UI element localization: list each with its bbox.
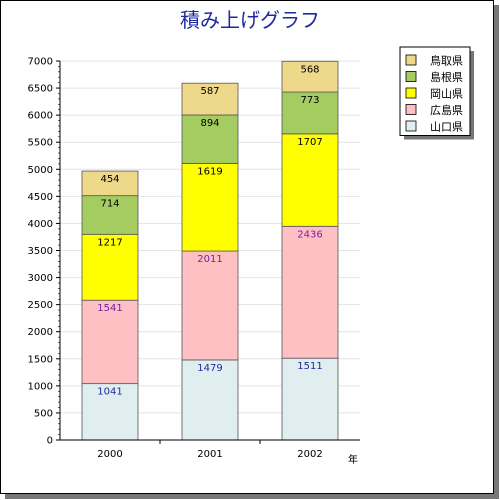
y-tick-label: 3000 (28, 273, 53, 284)
bar-segment (81, 299, 139, 385)
data-label: 1217 (97, 237, 122, 248)
bar-segment (181, 114, 239, 164)
bar-segment (181, 250, 239, 361)
y-tick-label: 4500 (28, 192, 53, 203)
bar-segment (281, 91, 339, 135)
data-label: 568 (300, 64, 319, 75)
data-label: 587 (200, 86, 219, 97)
x-axis-title: 年 (348, 453, 358, 466)
data-label: 1041 (97, 387, 122, 398)
x-tick-label: 2002 (297, 449, 322, 460)
bar-segment (81, 195, 139, 235)
data-label: 1619 (197, 166, 222, 177)
y-tick-label: 6000 (28, 111, 53, 122)
data-label: 1511 (297, 361, 322, 372)
chart-title: 積み上げグラフ (180, 8, 320, 32)
y-tick-label: 5500 (28, 138, 53, 149)
y-tick-label: 1000 (28, 381, 53, 392)
data-label: 454 (100, 174, 119, 185)
y-tick-label: 1500 (28, 354, 53, 365)
x-tick-label: 2001 (197, 449, 222, 460)
data-label: 1707 (297, 137, 322, 148)
y-tick-label: 7000 (28, 57, 53, 68)
data-label: 894 (200, 118, 219, 129)
legend-label: 岡山県 (430, 88, 463, 101)
bar-segment (181, 82, 239, 116)
y-tick-label: 2500 (28, 300, 53, 311)
bars: 1041 1541 1217 714 454 1479 2011 1619 894 587 1511… (81, 60, 339, 441)
data-label: 2436 (297, 229, 322, 240)
y-tick-label: 6500 (28, 84, 53, 95)
legend-swatch (405, 87, 417, 99)
legend-label: 山口県 (430, 121, 463, 134)
legend-swatch (405, 120, 417, 132)
data-label: 2011 (197, 254, 222, 265)
legend-label: 広島県 (430, 103, 463, 117)
axes: 0 500 1000 1500 2000 2500 3000 3500 4000 4500 5000… (28, 57, 360, 460)
bar-segment (281, 225, 339, 359)
y-tick-label: 0 (47, 436, 53, 447)
bar-segment (81, 170, 139, 197)
x-tick-label: 2000 (97, 449, 122, 460)
data-label: 1479 (197, 363, 222, 374)
y-tick-label: 5000 (28, 165, 53, 176)
bar-segment (81, 233, 139, 301)
y-tick-label: 4000 (28, 219, 53, 230)
legend-swatch (405, 104, 417, 115)
y-tick-label: 2000 (28, 327, 53, 338)
legend-label: 鳥取県 (430, 54, 463, 68)
y-tick-label: 500 (34, 408, 53, 419)
bar-segment (81, 383, 139, 441)
legend-label: 島根県 (430, 70, 463, 84)
y-tick-label: 3500 (28, 246, 53, 257)
bar-segment (181, 359, 239, 441)
legend-swatch (405, 71, 417, 82)
data-label: 1541 (97, 303, 122, 314)
data-label: 773 (300, 95, 319, 106)
bar-segment (281, 357, 339, 441)
bar-segment (281, 60, 339, 93)
bar-segment (281, 133, 339, 227)
legend-swatch (405, 54, 417, 66)
bar-segment (181, 162, 239, 252)
data-label: 714 (100, 199, 119, 210)
